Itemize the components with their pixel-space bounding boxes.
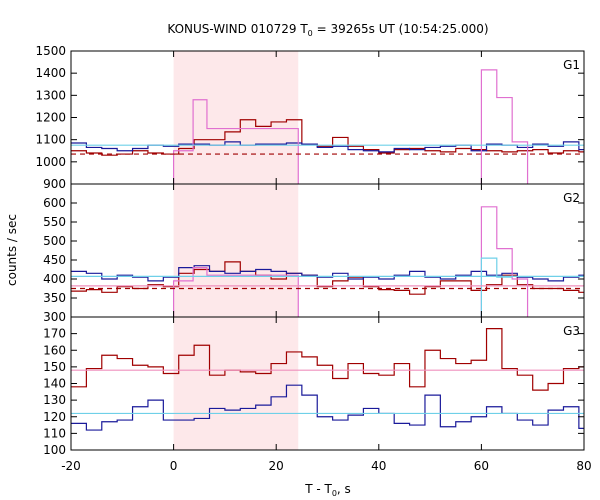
- y-tick-label: 550: [43, 215, 66, 229]
- step-series-3: [173, 69, 529, 184]
- chart-title-subscript: 0: [308, 29, 313, 38]
- y-tick-label: 160: [43, 343, 66, 357]
- step-series-2: [71, 265, 584, 282]
- panel-frame: [70, 183, 585, 318]
- x-tick-label: 20: [269, 459, 284, 473]
- y-tick-label: 450: [43, 253, 66, 267]
- chart-title-rest: = 39265s UT (10:54:25.000): [313, 22, 489, 36]
- y-tick-label: 1300: [35, 88, 66, 102]
- y-tick-label: 110: [43, 426, 66, 440]
- x-tick-label: -20: [61, 459, 81, 473]
- x-axis-label-rest: , s: [337, 482, 351, 496]
- series-line: [173, 206, 529, 317]
- y-tick-label: 350: [43, 291, 66, 305]
- panel-g3: 100 110 120 130 140 150 160 170 G3: [43, 316, 585, 457]
- step-series-2: [71, 384, 584, 431]
- burst-interval-highlight: [173, 51, 299, 450]
- y-tick-label: 170: [43, 327, 66, 341]
- y-tick-label: 600: [43, 196, 66, 210]
- x-tick-label: 60: [474, 459, 489, 473]
- step-series-1: [71, 119, 584, 156]
- x-axis-label: T - T0, s: [304, 482, 351, 498]
- series-line: [71, 328, 584, 391]
- y-tick-label: 1500: [35, 44, 66, 58]
- series-line: [71, 119, 584, 156]
- step-series-4: [480, 257, 513, 317]
- y-tick-label: 130: [43, 393, 66, 407]
- panel-g1: 900 1000 1100 1200 1300 1400 1500 G1: [35, 44, 585, 191]
- y-tick-label: 500: [43, 234, 66, 248]
- y-tick-label: 1400: [35, 66, 66, 80]
- y-axis-label: counts / sec: [5, 214, 19, 286]
- x-tick-label: 80: [576, 459, 591, 473]
- x-tick-label: 40: [371, 459, 386, 473]
- step-series-3: [173, 206, 529, 317]
- y-tick-label: 120: [43, 410, 66, 424]
- step-series-1: [71, 261, 584, 295]
- panel-label: G1: [563, 58, 580, 72]
- plot-area: 900100011001200130014001500G130035040045…: [35, 44, 591, 473]
- y-tick-label: 150: [43, 360, 66, 374]
- chart-title: KONUS-WIND 010729 T0 = 39265s UT (10:54:…: [167, 22, 488, 38]
- x-axis-label-main: T - T: [304, 482, 332, 496]
- x-tick-label: 0: [170, 459, 178, 473]
- y-tick-label: 900: [43, 177, 66, 191]
- y-tick-label: 1100: [35, 133, 66, 147]
- chart-title-main: KONUS-WIND 010729 T: [167, 22, 308, 36]
- panel-frame: [70, 316, 585, 451]
- y-tick-label: 300: [43, 310, 66, 324]
- y-tick-label: 140: [43, 377, 66, 391]
- series-line: [71, 384, 584, 431]
- x-axis-label-subscript: 0: [332, 489, 337, 498]
- series-line: [480, 257, 513, 317]
- series-line: [71, 261, 584, 295]
- panel-label: G3: [563, 324, 580, 338]
- y-tick-label: 1000: [35, 155, 66, 169]
- y-tick-label: 400: [43, 272, 66, 286]
- step-series-1: [71, 328, 584, 391]
- panel-g2: 300 350 400 450 500 550 600 G2: [43, 183, 585, 324]
- panel-label: G2: [563, 191, 580, 205]
- series-line: [173, 69, 529, 184]
- y-tick-label: 100: [43, 443, 66, 457]
- panel-frame: [70, 50, 585, 185]
- y-tick-label: 1200: [35, 111, 66, 125]
- series-line: [71, 265, 584, 282]
